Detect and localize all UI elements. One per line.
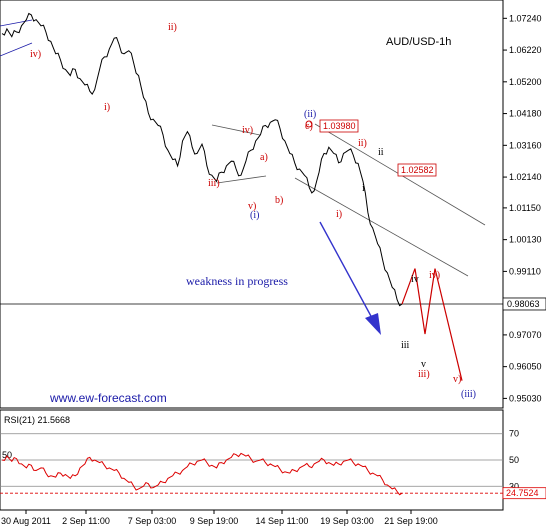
- price-panel: [0, 0, 504, 409]
- wave-label: iv): [429, 270, 440, 281]
- wave-label: iii: [401, 340, 410, 351]
- time-tick-label: 14 Sep 11:00: [256, 516, 309, 526]
- down-arrow: [319, 221, 381, 335]
- projection-line: [401, 268, 463, 381]
- wave-label: v): [248, 201, 256, 212]
- wave-label: (ii): [304, 109, 316, 120]
- rsi-left-label: 50: [2, 450, 12, 460]
- price-box-1: 1.03980: [319, 119, 359, 133]
- channel-lower-line: [294, 177, 469, 277]
- rsi-series-line: [1, 452, 403, 496]
- price-tick-label: 1.07240: [509, 13, 542, 23]
- price-series-line: [1, 12, 403, 307]
- time-axis: 30 Aug 2011 2 Sep 11:00 7 Sep 03:00 9 Sep 1…: [1, 510, 438, 526]
- price-box-1-text: 1.03980: [323, 121, 356, 131]
- price-tick-label: 1.01150: [509, 203, 541, 213]
- price-tick-label: 0.99110: [509, 266, 541, 276]
- time-tick-label: 2 Sep 11:00: [62, 516, 110, 526]
- wave-label: i): [336, 209, 342, 220]
- wave-label: ii): [358, 138, 367, 149]
- time-tick-label: 30 Aug 2011: [1, 516, 51, 526]
- watermark-text: www.ew-forecast.com: [49, 391, 167, 405]
- rsi-current-text: 24.7524: [506, 488, 539, 498]
- wave-label: i): [104, 102, 110, 113]
- price-tick-label: 1.05200: [509, 77, 542, 87]
- current-price-tag: [502, 297, 546, 311]
- price-tick-label: 0.97070: [509, 330, 542, 340]
- wave-label: (iii): [461, 389, 476, 400]
- rsi-tick-label: 30: [509, 481, 519, 491]
- wedge-line-2: [216, 175, 267, 184]
- price-tick-label: 1.00130: [509, 235, 542, 245]
- current-price-text: 0.98063: [507, 299, 540, 309]
- wave-labels: iv)ii)i)iv)iii)a)v)(i)b)(ii)c)ii)iiii)iv…: [30, 22, 476, 400]
- price-tick-label: 1.02140: [509, 172, 542, 182]
- rsi-tick-label: 70: [509, 429, 519, 439]
- blue-wedge-line-2: [0, 42, 33, 57]
- price-tick-label: 0.95030: [509, 393, 542, 403]
- price-tick-label: 1.04180: [509, 109, 542, 119]
- wave-label: v: [421, 359, 426, 370]
- price-tick-label: 1.03160: [509, 140, 542, 150]
- blue-wedge-line: [0, 19, 33, 27]
- wave-label: a): [260, 152, 268, 163]
- peak-marker: [305, 120, 313, 128]
- note-text: weakness in progress: [186, 274, 288, 288]
- wave-label: i: [362, 183, 365, 194]
- price-tick-label: 0.96050: [509, 362, 542, 372]
- time-tick-label: 7 Sep 03:00: [128, 516, 177, 526]
- wave-label: iii): [208, 178, 220, 189]
- wave-label: iv): [30, 49, 41, 60]
- wave-label: iv: [411, 274, 419, 285]
- rsi-current-tag: [502, 487, 546, 500]
- price-box-2-text: 1.02582: [401, 165, 434, 175]
- wave-label: iv): [242, 125, 253, 136]
- wave-label: ii: [378, 147, 384, 158]
- wave-label: c): [305, 121, 313, 132]
- wave-label: ii): [168, 22, 177, 33]
- price-axis: 1.07240 1.06220 1.05200 1.04180 1.03160 1.021…: [503, 13, 542, 403]
- rsi-axis: 70 50 30: [509, 429, 519, 492]
- wedge-line-1: [211, 124, 261, 136]
- wave-label: (i): [250, 210, 259, 221]
- time-tick-label: 19 Sep 03:00: [320, 516, 374, 526]
- rsi-title: RSI(21) 21.5668: [4, 415, 70, 425]
- rsi-tick-label: 50: [509, 455, 519, 465]
- time-tick-label: 21 Sep 19:00: [384, 516, 438, 526]
- time-tick-label: 9 Sep 19:00: [190, 516, 239, 526]
- price-tick-label: 1.06220: [509, 45, 542, 55]
- wave-label: v): [453, 374, 461, 385]
- wave-label: b): [275, 195, 283, 206]
- price-box-2: 1.02582: [397, 163, 437, 177]
- wave-label: iii): [418, 369, 430, 380]
- chart-title: AUD/USD-1h: [386, 36, 451, 48]
